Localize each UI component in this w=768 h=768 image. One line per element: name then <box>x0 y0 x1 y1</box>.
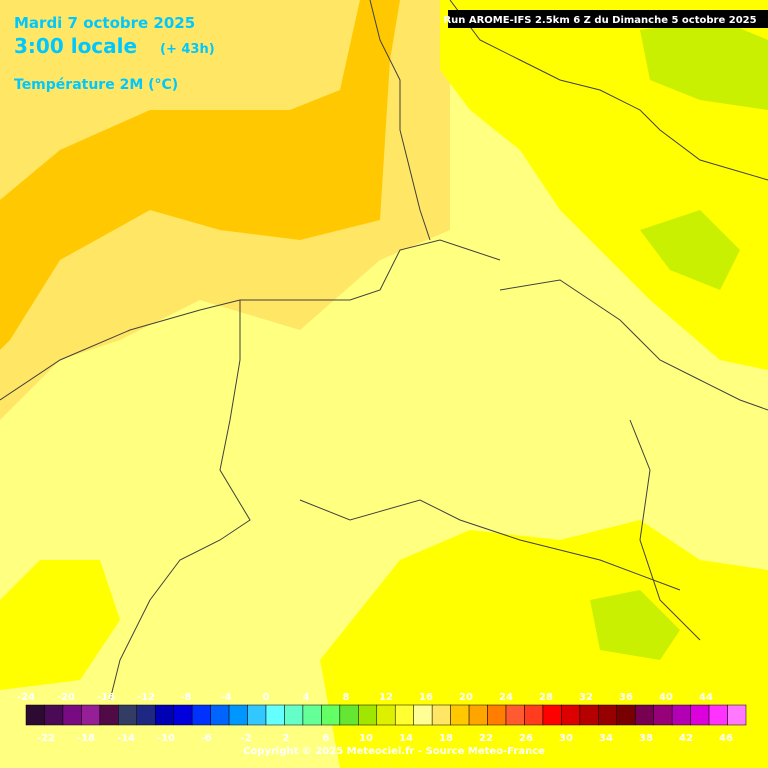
legend-swatch <box>561 704 581 726</box>
legend-label: -10 <box>157 733 175 744</box>
legend-swatch <box>173 704 193 726</box>
green-field <box>590 590 680 660</box>
run-box <box>448 10 768 28</box>
legend-label: 2 <box>283 733 290 744</box>
legend-swatch <box>598 704 618 726</box>
legend-label: -2 <box>240 733 251 744</box>
legend-label: -16 <box>97 692 115 703</box>
coastline <box>0 239 501 401</box>
legend-swatch <box>339 704 359 726</box>
border <box>109 300 251 701</box>
date: Mardi 7 octobre 2025 <box>14 14 195 32</box>
legend-label: 0 <box>263 692 270 703</box>
legend-swatch <box>690 704 710 726</box>
legend-swatch <box>450 704 470 726</box>
legend-swatch <box>154 704 174 726</box>
legend-swatch <box>487 704 507 726</box>
border <box>629 419 701 641</box>
yellow-field <box>0 560 120 690</box>
legend-label: 8 <box>343 692 350 703</box>
legend-swatch <box>616 704 636 726</box>
legend-label: -8 <box>180 692 191 703</box>
legend-swatch <box>394 704 414 726</box>
legend-label: 46 <box>719 733 733 744</box>
legend-swatch <box>505 704 525 726</box>
legend: -24-22-20-18-16-14-12-10-8-6-4-202468101… <box>17 692 747 744</box>
legend-label: -20 <box>57 692 75 703</box>
copyright: Copyright © 2025 Meteociel.fr - Source M… <box>243 746 545 757</box>
time: 3:00 locale <box>14 34 137 58</box>
legend-label: -6 <box>200 733 211 744</box>
legend-swatch <box>302 704 322 726</box>
legend-label: 24 <box>499 692 513 703</box>
legend-swatch <box>468 704 488 726</box>
legend-label: 20 <box>459 692 473 703</box>
legend-swatch <box>376 704 396 726</box>
legend-swatch <box>708 704 728 726</box>
legend-swatch <box>653 704 673 726</box>
green-field <box>640 20 768 110</box>
legend-label: -22 <box>37 733 55 744</box>
legend-swatch <box>118 704 138 726</box>
legend-swatch <box>210 704 230 726</box>
legend-swatch <box>431 704 451 726</box>
coastline <box>449 0 768 181</box>
legend-label: 26 <box>519 733 533 744</box>
legend-swatch <box>44 704 64 726</box>
legend-label: -18 <box>77 733 95 744</box>
legend-swatch <box>228 704 248 726</box>
legend-label: 40 <box>659 692 673 703</box>
legend-swatch <box>62 704 82 726</box>
legend-label: 30 <box>559 733 573 744</box>
legend-label: 6 <box>323 733 330 744</box>
legend-label: 36 <box>619 692 633 703</box>
legend-label: 22 <box>479 733 493 744</box>
run-info: Run AROME-IFS 2.5km 6 Z du Dimanche 5 oc… <box>443 15 756 26</box>
legend-label: -24 <box>17 692 35 703</box>
offset: (+ 43h) <box>160 42 215 57</box>
legend-swatch <box>136 704 156 726</box>
borders <box>0 0 768 701</box>
legend-label: 32 <box>579 692 593 703</box>
legend-label: -4 <box>220 692 231 703</box>
legend-swatch <box>634 704 654 726</box>
legend-label: 12 <box>379 692 393 703</box>
legend-label: 44 <box>699 692 713 703</box>
legend-swatch <box>99 704 119 726</box>
legend-label: 16 <box>419 692 433 703</box>
legend-swatch <box>247 704 267 726</box>
legend-label: 14 <box>399 733 413 744</box>
legend-swatch <box>265 704 285 726</box>
warm-field <box>0 0 360 200</box>
legend-swatch <box>579 704 599 726</box>
legend-label: -14 <box>117 733 135 744</box>
green-field <box>640 210 740 290</box>
border <box>299 499 681 591</box>
legend-swatch <box>81 704 101 726</box>
legend-label: 28 <box>539 692 553 703</box>
legend-swatch <box>25 704 45 726</box>
legend-swatch <box>321 704 341 726</box>
legend-label: 10 <box>359 733 373 744</box>
legend-swatch <box>524 704 544 726</box>
legend-label: 4 <box>303 692 310 703</box>
legend-swatch <box>413 704 433 726</box>
legend-swatch <box>191 704 211 726</box>
legend-swatch <box>727 704 747 726</box>
border <box>499 279 768 411</box>
coastline <box>369 0 431 241</box>
legend-label: 34 <box>599 733 613 744</box>
legend-label: 38 <box>639 733 653 744</box>
legend-swatch <box>671 704 691 726</box>
legend-label: -12 <box>137 692 155 703</box>
legend-swatch <box>284 704 304 726</box>
field-name: Température 2M (°C) <box>14 77 178 93</box>
legend-swatch <box>358 704 378 726</box>
legend-label: 42 <box>679 733 693 744</box>
legend-label: 18 <box>439 733 453 744</box>
legend-swatch <box>542 704 562 726</box>
